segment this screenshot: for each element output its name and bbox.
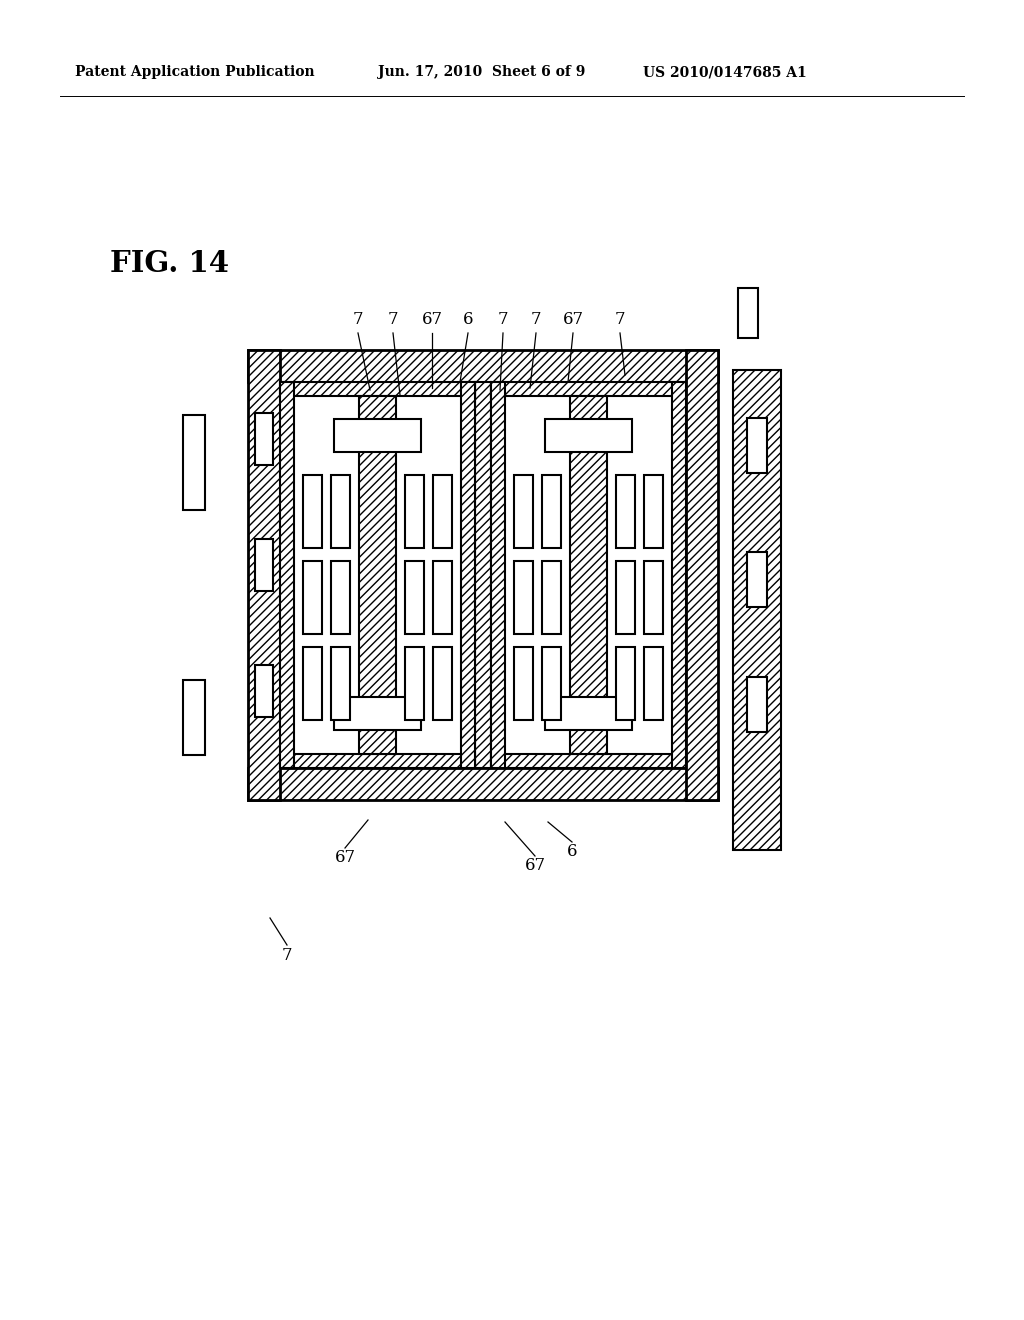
Bar	[545, 420, 632, 453]
Bar	[294, 396, 461, 754]
Text: 7: 7	[388, 312, 398, 329]
Bar	[433, 561, 452, 634]
Bar	[433, 647, 452, 719]
Bar	[746, 677, 767, 733]
Text: 67: 67	[422, 312, 442, 329]
Bar	[542, 647, 561, 719]
Bar	[248, 350, 280, 800]
Bar	[255, 413, 273, 465]
Bar	[615, 475, 635, 548]
Bar	[733, 370, 781, 850]
Text: 7: 7	[352, 312, 364, 329]
Bar	[672, 381, 686, 768]
Text: 7: 7	[530, 312, 542, 329]
Bar	[615, 647, 635, 719]
Bar	[505, 396, 672, 754]
Bar	[404, 561, 424, 634]
Bar	[331, 561, 350, 634]
Bar	[644, 647, 664, 719]
Text: 6: 6	[566, 843, 578, 861]
Bar	[280, 754, 475, 768]
Bar	[248, 350, 718, 381]
Text: 7: 7	[282, 946, 292, 964]
Bar	[280, 381, 475, 396]
Bar	[334, 420, 421, 453]
Bar	[514, 475, 534, 548]
Bar	[542, 475, 561, 548]
Text: Patent Application Publication: Patent Application Publication	[75, 65, 314, 79]
Bar	[746, 552, 767, 607]
Bar	[490, 754, 686, 768]
Bar	[644, 475, 664, 548]
Bar	[303, 647, 323, 719]
Bar	[686, 350, 718, 800]
Text: FIG. 14: FIG. 14	[110, 248, 229, 277]
Bar	[433, 475, 452, 548]
Text: 6: 6	[463, 312, 473, 329]
Bar	[461, 381, 475, 768]
Bar	[475, 381, 490, 768]
Bar	[615, 561, 635, 634]
Bar	[255, 539, 273, 591]
Text: 7: 7	[614, 312, 626, 329]
Text: 67: 67	[524, 858, 546, 874]
Bar	[331, 475, 350, 548]
Bar	[570, 396, 607, 754]
Bar	[331, 647, 350, 719]
Bar	[248, 768, 718, 800]
Bar	[542, 561, 561, 634]
Bar	[514, 561, 534, 634]
Text: 67: 67	[335, 850, 355, 866]
Text: 67: 67	[562, 312, 584, 329]
Bar	[738, 288, 758, 338]
Bar	[545, 697, 632, 730]
Bar	[404, 647, 424, 719]
Bar	[183, 680, 205, 755]
Bar	[359, 396, 396, 754]
Bar	[404, 475, 424, 548]
Bar	[303, 561, 323, 634]
Bar	[280, 381, 294, 768]
Bar	[280, 381, 686, 768]
Bar	[490, 381, 505, 768]
Bar	[255, 665, 273, 717]
Bar	[514, 647, 534, 719]
Text: 7: 7	[498, 312, 508, 329]
Bar	[490, 381, 686, 396]
Bar	[334, 697, 421, 730]
Bar	[644, 561, 664, 634]
Text: US 2010/0147685 A1: US 2010/0147685 A1	[643, 65, 807, 79]
Bar	[746, 418, 767, 473]
Bar	[303, 475, 323, 548]
Bar	[183, 414, 205, 510]
Text: Jun. 17, 2010  Sheet 6 of 9: Jun. 17, 2010 Sheet 6 of 9	[378, 65, 586, 79]
